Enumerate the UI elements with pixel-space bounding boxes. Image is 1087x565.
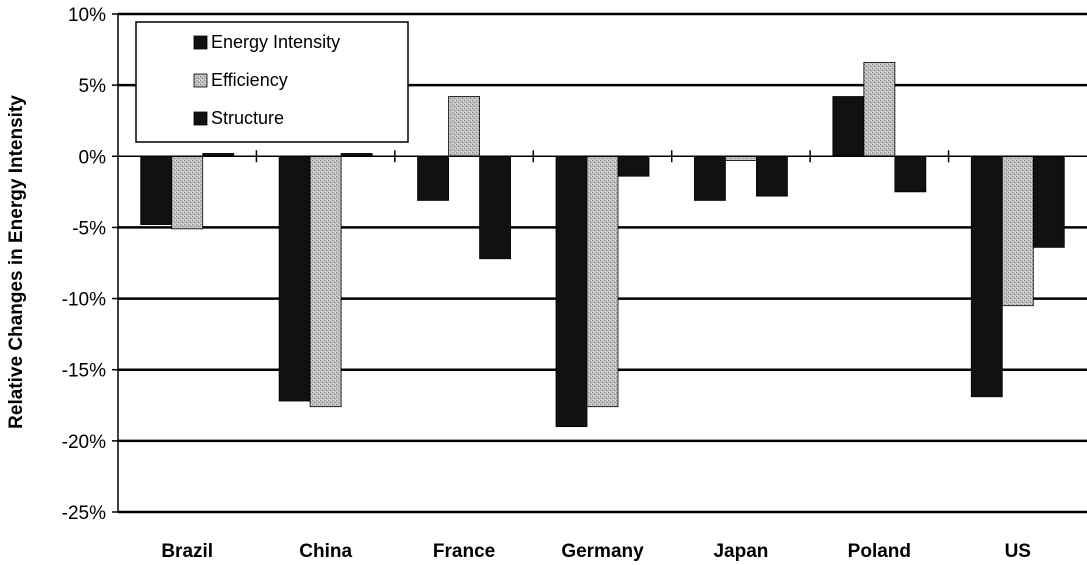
bar (617, 155, 650, 177)
bar (756, 155, 788, 197)
bar (1032, 155, 1065, 248)
y-tick-label: 10% (68, 5, 106, 26)
y-tick-labels: 10% 5% 0% -5% -10% -15% -20% -25% (62, 5, 106, 524)
bar (479, 155, 511, 260)
bar (171, 155, 204, 230)
bar (970, 155, 1003, 398)
bar (586, 155, 619, 408)
bar (694, 155, 726, 201)
bar (309, 155, 342, 408)
category-label: Poland (848, 541, 911, 562)
y-tick-label: -5% (72, 218, 106, 239)
bar (894, 155, 927, 193)
y-tick-label: -15% (62, 361, 106, 382)
legend-box (135, 21, 409, 143)
category-label: Brazil (161, 541, 213, 562)
bar (863, 61, 896, 157)
y-axis-title: Relative Changes in Energy Intensity (6, 95, 27, 429)
category-labels: Brazil China France Germany Japan Poland US (161, 541, 1031, 562)
y-tick-label: -10% (62, 290, 106, 311)
bar (278, 155, 311, 402)
bar (417, 155, 449, 201)
axes (112, 13, 1087, 513)
legend-label: Efficiency (211, 70, 288, 90)
legend-label: Energy Intensity (211, 32, 340, 52)
y-tick-label: -20% (62, 432, 106, 453)
legend-swatch (193, 111, 208, 126)
bar (555, 155, 588, 428)
bar (448, 96, 480, 157)
legend-swatch (193, 73, 208, 88)
y-tick-label: 5% (79, 76, 107, 97)
category-label: Japan (713, 541, 768, 562)
category-label: China (299, 541, 352, 562)
bar (1001, 155, 1034, 307)
y-tick-label: 0% (79, 147, 107, 168)
legend-label: Structure (211, 108, 284, 128)
legend: Energy Intensity Efficiency Structure (135, 21, 409, 143)
y-tick-label: -25% (62, 503, 106, 524)
category-label: Germany (561, 541, 644, 562)
bar (832, 96, 865, 157)
legend-swatch (193, 35, 208, 50)
category-label: France (433, 541, 495, 562)
bar (140, 155, 173, 225)
category-label: US (1005, 541, 1031, 562)
bars (140, 61, 1065, 428)
